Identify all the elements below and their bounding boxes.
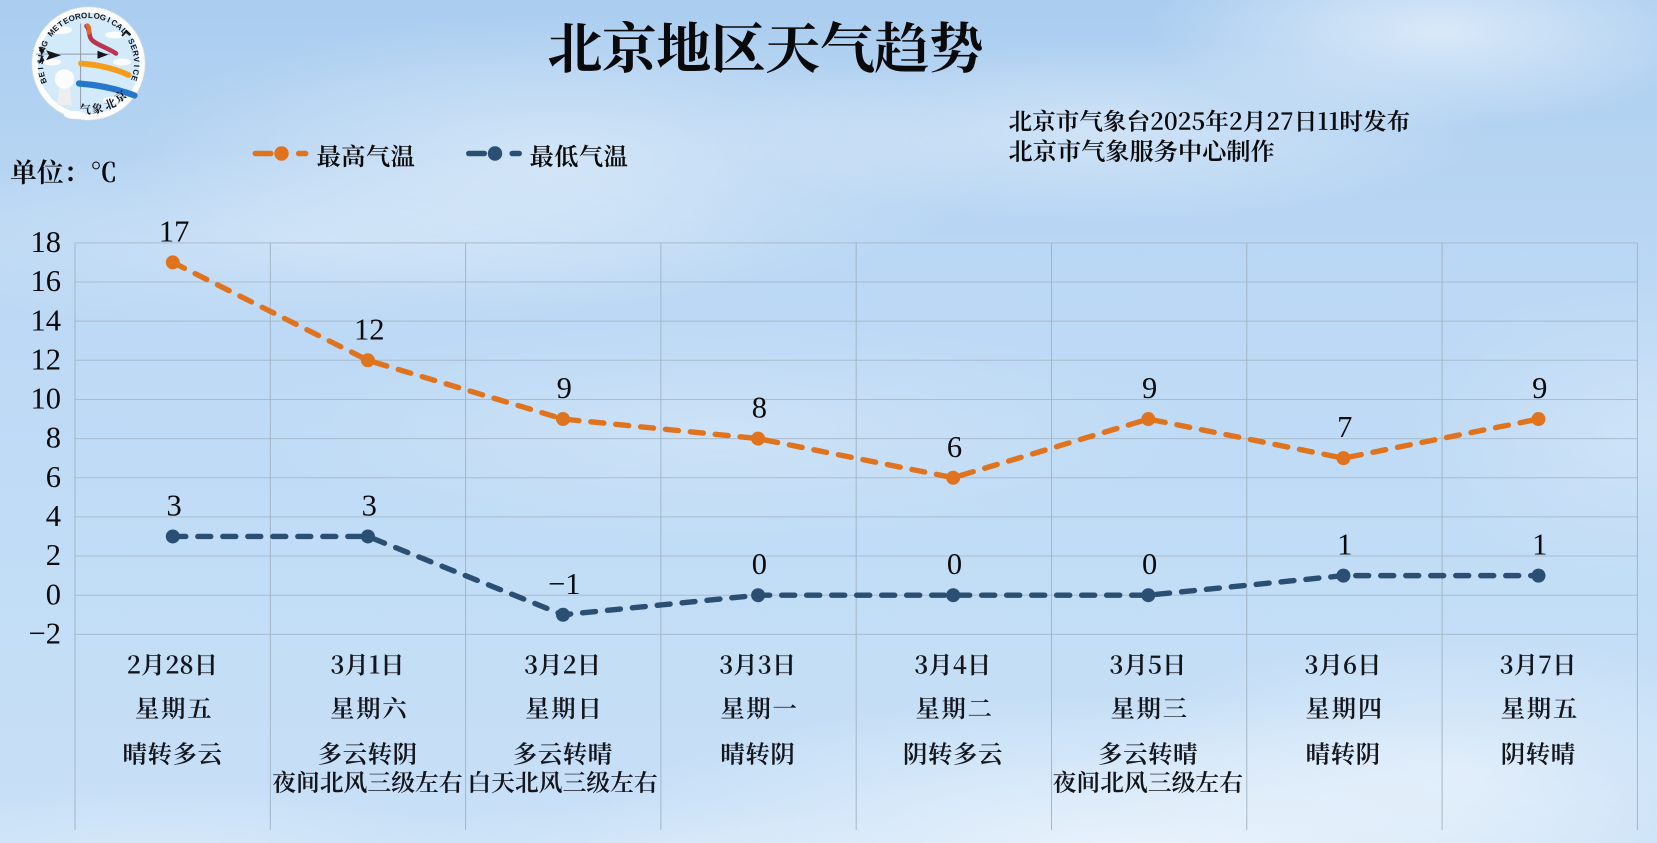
svg-text:C: C [131, 69, 141, 77]
svg-text:I: I [37, 54, 46, 58]
svg-text:V: V [132, 57, 141, 64]
svg-text:12: 12 [31, 342, 62, 376]
svg-text:I: I [36, 67, 45, 70]
svg-text:O: O [93, 11, 101, 21]
svg-text:R: R [74, 12, 82, 22]
svg-text:1: 1 [1532, 528, 1547, 562]
svg-text:8: 8 [46, 421, 61, 455]
svg-text:E: E [51, 23, 62, 34]
svg-text:6: 6 [947, 430, 962, 464]
svg-text:I: I [132, 65, 141, 68]
svg-text:O: O [81, 11, 88, 21]
svg-text:S: S [126, 37, 137, 46]
svg-text:2: 2 [46, 538, 61, 572]
svg-text:B: B [38, 76, 49, 85]
svg-text:1: 1 [1337, 528, 1352, 562]
svg-text:8: 8 [752, 391, 767, 425]
svg-text:7: 7 [1337, 410, 1352, 444]
svg-text:E: E [62, 16, 72, 27]
svg-text:E: E [129, 43, 139, 52]
svg-text:T: T [56, 19, 65, 29]
svg-text:6: 6 [46, 460, 61, 494]
svg-text:L: L [119, 26, 129, 36]
svg-text:0: 0 [46, 577, 61, 611]
svg-text:16: 16 [31, 264, 62, 298]
svg-text:12: 12 [354, 312, 385, 346]
svg-text:R: R [130, 50, 140, 58]
svg-text:9: 9 [1532, 371, 1547, 405]
svg-text:M: M [46, 27, 57, 38]
svg-text:17: 17 [159, 214, 190, 248]
svg-text:18: 18 [31, 225, 62, 259]
svg-text:A: A [114, 21, 124, 32]
svg-text:9: 9 [1142, 371, 1157, 405]
svg-text:10: 10 [31, 382, 62, 416]
svg-text:−1: −1 [548, 567, 580, 601]
svg-text:L: L [88, 11, 93, 20]
svg-text:−2: −2 [29, 616, 61, 650]
svg-text:14: 14 [31, 303, 62, 337]
svg-text:4: 4 [46, 499, 61, 533]
svg-text:C: C [109, 18, 119, 29]
svg-text:0: 0 [947, 547, 962, 581]
svg-text:9: 9 [557, 371, 572, 405]
svg-text:0: 0 [752, 547, 767, 581]
svg-text:3: 3 [362, 488, 377, 522]
svg-text:O: O [67, 13, 76, 24]
svg-text:0: 0 [1142, 547, 1157, 581]
svg-text:G: G [99, 12, 108, 22]
svg-text:G: G [39, 39, 50, 48]
svg-text:E: E [37, 70, 47, 78]
svg-text:3: 3 [166, 488, 181, 522]
svg-text:E: E [129, 74, 139, 82]
svg-text:I: I [106, 15, 112, 24]
